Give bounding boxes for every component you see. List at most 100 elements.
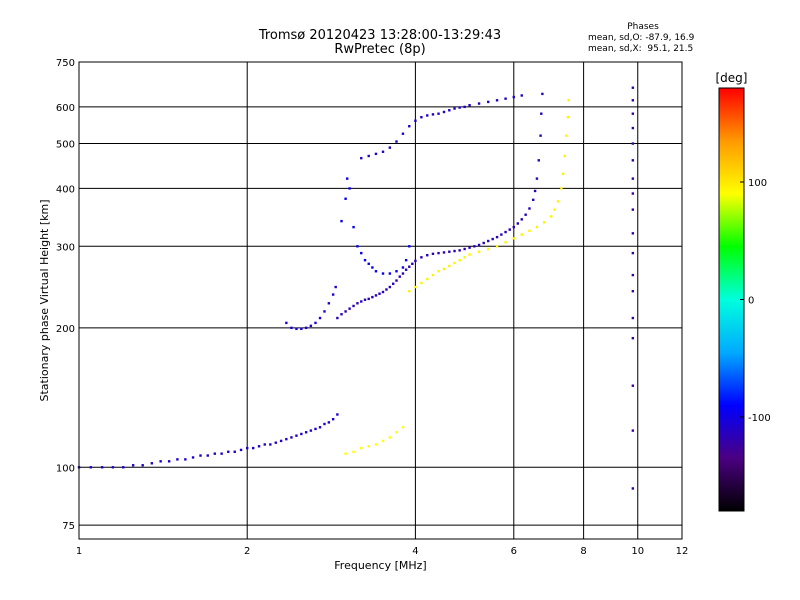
- data-point: [233, 450, 236, 453]
- colorbar-tick-label: 100: [748, 178, 767, 189]
- data-point: [408, 289, 411, 293]
- data-point: [300, 327, 303, 331]
- data-point: [220, 452, 223, 455]
- data-point: [327, 421, 331, 424]
- data-point: [331, 293, 335, 296]
- data-point: [340, 219, 343, 223]
- x-axis-ticks: 1 2 4 6 8 10 12: [76, 546, 689, 557]
- data-point: [540, 112, 543, 115]
- data-point: [239, 448, 243, 452]
- data-point: [567, 99, 570, 102]
- data-point: [371, 266, 374, 269]
- data-point: [367, 262, 370, 265]
- x-tick-label: 2: [244, 546, 250, 557]
- data-point: [327, 302, 331, 305]
- data-point: [541, 92, 544, 96]
- data-point: [448, 250, 451, 253]
- y-tick-label: 200: [56, 324, 75, 335]
- data-point: [374, 294, 378, 297]
- data-point: [532, 198, 535, 202]
- data-point: [367, 297, 370, 301]
- data-point: [473, 245, 476, 248]
- data-point: [477, 250, 481, 253]
- data-point: [482, 241, 485, 245]
- data-point: [408, 265, 411, 268]
- data-point: [323, 310, 326, 313]
- data-point: [542, 221, 546, 224]
- data-point: [269, 443, 272, 446]
- data-point: [431, 113, 435, 116]
- data-point: [89, 466, 93, 469]
- data-point: [631, 251, 635, 255]
- data-point: [458, 258, 461, 262]
- data-point: [491, 237, 494, 241]
- data-point: [550, 215, 553, 218]
- data-point: [437, 270, 440, 273]
- phase-colorbar: [deg] 100 0 -100: [716, 71, 771, 512]
- data-point: [356, 302, 359, 305]
- data-point: [367, 154, 370, 158]
- data-point: [227, 450, 230, 453]
- data-point: [336, 413, 339, 416]
- data-point: [184, 458, 187, 461]
- data-point: [381, 439, 385, 443]
- data-point: [150, 462, 154, 465]
- chart-title: Tromsø 20120423 13:28:00-13:29:43: [258, 28, 502, 43]
- data-point: [508, 228, 511, 231]
- data-point: [309, 324, 313, 328]
- data-point: [563, 154, 566, 158]
- data-point: [374, 443, 378, 446]
- data-point: [352, 225, 355, 229]
- data-point: [191, 456, 195, 459]
- x-tick-label: 12: [676, 546, 689, 557]
- data-point: [408, 245, 411, 248]
- data-point: [352, 304, 355, 308]
- y-axis-label: Stationary phase Virtual Height [km]: [38, 199, 51, 401]
- data-point: [516, 222, 520, 225]
- data-point: [378, 292, 381, 295]
- data-point: [371, 295, 374, 299]
- data-point: [528, 229, 531, 233]
- data-point: [463, 105, 466, 109]
- data-point: [348, 307, 351, 310]
- x-tick-label: 10: [631, 546, 644, 557]
- data-point: [395, 431, 398, 434]
- data-point: [535, 177, 539, 180]
- data-point: [631, 232, 635, 235]
- data-point: [122, 466, 125, 469]
- data-point: [159, 460, 162, 463]
- data-point: [437, 112, 440, 115]
- data-point: [426, 254, 429, 257]
- data-point: [535, 225, 539, 229]
- data-point: [360, 251, 363, 255]
- data-point: [318, 426, 322, 429]
- data-point: [520, 233, 523, 236]
- data-point: [431, 252, 435, 256]
- data-point: [453, 261, 456, 265]
- data-point: [309, 429, 313, 432]
- phases-o-mode-stats: mean, sd,O: -87.9, 16.9: [588, 33, 695, 43]
- data-point: [468, 104, 471, 107]
- data-point: [388, 285, 392, 289]
- data-point: [631, 316, 635, 320]
- data-point: [553, 208, 556, 211]
- colorbar-gradient: [718, 87, 745, 512]
- data-point: [448, 109, 451, 112]
- data-point: [631, 86, 635, 89]
- data-point: [111, 466, 115, 469]
- data-point: [388, 272, 392, 275]
- data-point: [414, 119, 417, 122]
- data-point: [295, 327, 298, 331]
- data-point: [246, 446, 249, 450]
- data-point: [495, 235, 499, 239]
- data-point: [631, 142, 635, 145]
- data-point: [323, 422, 326, 426]
- y-tick-label: 75: [62, 521, 75, 532]
- data-point: [448, 264, 451, 268]
- y-tick-label: 500: [56, 140, 75, 151]
- data-point: [528, 207, 531, 210]
- y-tick-label: 400: [56, 184, 75, 195]
- data-point: [141, 464, 144, 467]
- data-point: [290, 436, 293, 439]
- data-point: [565, 134, 568, 137]
